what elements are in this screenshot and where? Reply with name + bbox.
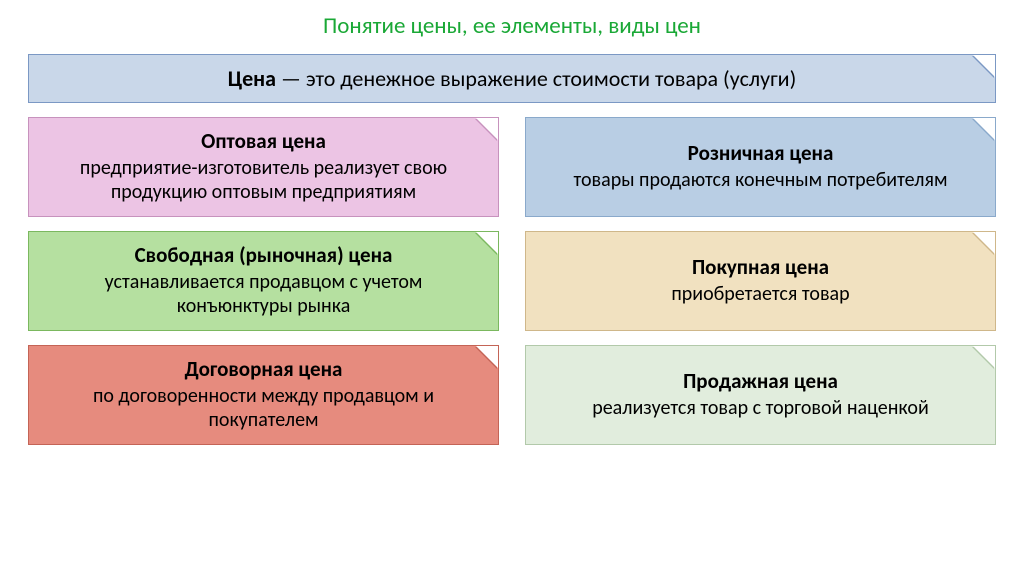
card-title: Свободная (рыночная) цена [47,242,480,268]
card-title: Покупная цена [544,254,977,280]
card-purchase: Покупная цена приобретается товар [525,231,996,331]
card-free-market: Свободная (рыночная) цена устанавливаетс… [28,231,499,331]
card-retail: Розничная цена товары продаются конечным… [525,117,996,217]
card-desc: товары продаются конечным потребителям [544,168,977,192]
card-title: Продажная цена [544,368,977,394]
corner-fold [973,55,995,77]
definition-term: Цена [228,65,276,92]
cards-grid: Оптовая цена предприятие-изготовитель ре… [28,117,996,445]
corner-fold [476,346,498,368]
corner-fold [973,346,995,368]
card-desc: реализуется товар с торговой наценкой [544,396,977,420]
corner-fold [973,232,995,254]
card-desc: предприятие-изготовитель реализует свою … [47,156,480,204]
card-wholesale: Оптовая цена предприятие-изготовитель ре… [28,117,499,217]
card-title: Договорная цена [47,356,480,382]
corner-fold [476,232,498,254]
corner-fold [476,118,498,140]
page-title: Понятие цены, ее элементы, виды цен [28,12,996,40]
card-title: Оптовая цена [47,128,480,154]
card-contract: Договорная цена по договоренности между … [28,345,499,445]
card-title: Розничная цена [544,140,977,166]
corner-fold [973,118,995,140]
card-desc: устанавливается продавцом с учетом конъю… [47,270,480,318]
card-selling: Продажная цена реализуется товар с торго… [525,345,996,445]
definition-text: Цена — это денежное выражение стоимости … [228,65,797,92]
card-desc: по договоренности между продавцом и поку… [47,384,480,432]
definition-box: Цена — это денежное выражение стоимости … [28,54,996,103]
card-desc: приобретается товар [544,282,977,306]
definition-body: — это денежное выражение стоимости товар… [276,65,796,92]
